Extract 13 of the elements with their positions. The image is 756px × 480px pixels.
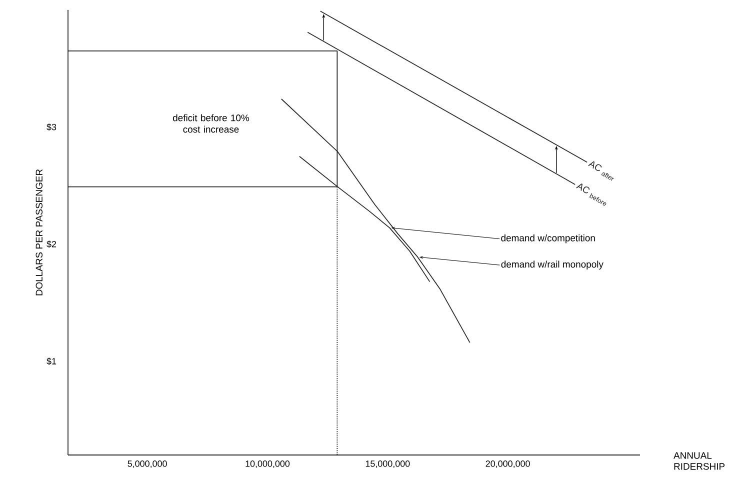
text: demand w/competition [501, 234, 595, 244]
x-tick-label: 15,000,000 [366, 460, 410, 468]
x-tick-label: 10,000,000 [246, 460, 290, 468]
x-axis-title: ANNUAL RIDERSHIP [674, 452, 725, 470]
x-tick-label: 20,000,000 [486, 460, 530, 468]
y-tick-label: $1 [46, 358, 56, 365]
text: demand w/rail monopoly [501, 260, 604, 270]
x-tick-label: 5,000,000 [128, 460, 167, 468]
text: AC $_{after}$ [588, 161, 614, 181]
y-tick-label: $2 [46, 240, 56, 248]
y-tick-label: $3 [46, 123, 56, 131]
y-axis-title: DOLLARS PER PASSENGER [36, 169, 42, 296]
annotation: deficit before 10% cost increase [172, 114, 250, 133]
